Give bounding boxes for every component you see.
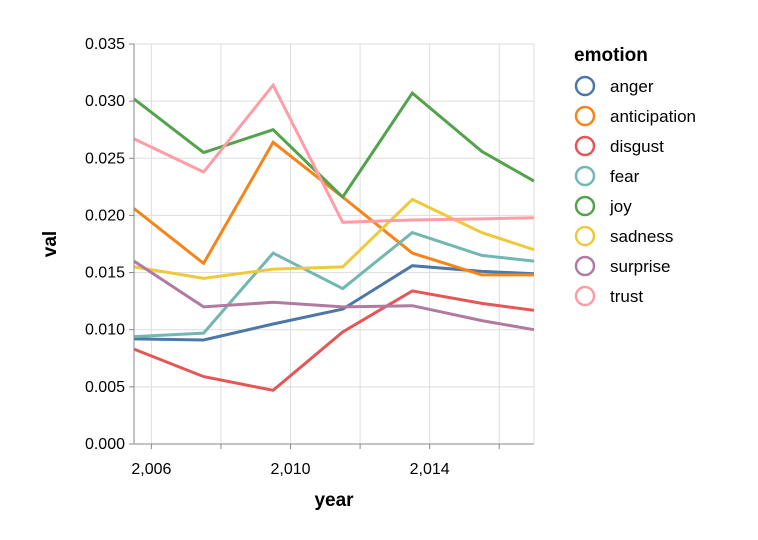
axes: 0.000 0.005 0.010 0.015 0.020 0.025 0.030 0.035… <box>85 36 534 478</box>
legend-label-anticipation: anticipation <box>610 107 696 126</box>
legend: emotion anger anticipation disgust fear joy s… <box>574 45 696 307</box>
legend-symbol-surprise <box>574 255 596 277</box>
x-tick-label: 2,010 <box>270 461 310 478</box>
legend-label-anger: anger <box>610 77 654 96</box>
series-line-anticipation <box>133 140 534 277</box>
series-line-disgust <box>133 289 535 392</box>
y-tick-label: 0.030 <box>85 93 125 110</box>
series-line-fear <box>133 230 535 339</box>
legend-label-fear: fear <box>610 167 640 186</box>
y-tick-label: 0.015 <box>85 265 125 282</box>
y-tick-label: 0.010 <box>85 322 125 339</box>
series-lines <box>133 82 535 392</box>
x-axis-title: year <box>314 490 354 511</box>
y-tick-label: 0.005 <box>85 379 125 396</box>
y-tick-label: 0.025 <box>85 150 125 167</box>
legend-label-disgust: disgust <box>610 137 664 156</box>
series-line-anger <box>133 264 535 342</box>
legend-label-surprise: surprise <box>610 257 670 276</box>
y-tick-label: 0.000 <box>85 436 125 453</box>
y-tick-label: 0.020 <box>85 207 125 224</box>
series-line-joy <box>133 90 535 200</box>
series-line-trust <box>133 82 535 224</box>
x-tick-label: 2,014 <box>410 461 450 478</box>
legend-symbol-sadness <box>574 225 596 247</box>
legend-label-sadness: sadness <box>610 227 673 246</box>
series-line-sadness <box>133 197 535 280</box>
legend-symbol-disgust <box>574 135 596 157</box>
legend-title: emotion <box>574 45 648 66</box>
legend-symbol-anger <box>574 75 596 97</box>
legend-symbol-anticipation <box>574 105 596 127</box>
legend-symbol-joy <box>574 195 596 217</box>
x-tick-label: 2,006 <box>131 461 171 478</box>
y-tick-label: 0.035 <box>85 36 125 53</box>
y-axis-title: val <box>40 231 61 257</box>
legend-label-joy: joy <box>609 197 632 216</box>
grid-lines <box>134 43 534 445</box>
series-line-surprise <box>133 259 535 332</box>
legend-symbol-trust <box>574 285 596 307</box>
legend-symbol-fear <box>574 165 596 187</box>
legend-label-trust: trust <box>610 287 643 306</box>
